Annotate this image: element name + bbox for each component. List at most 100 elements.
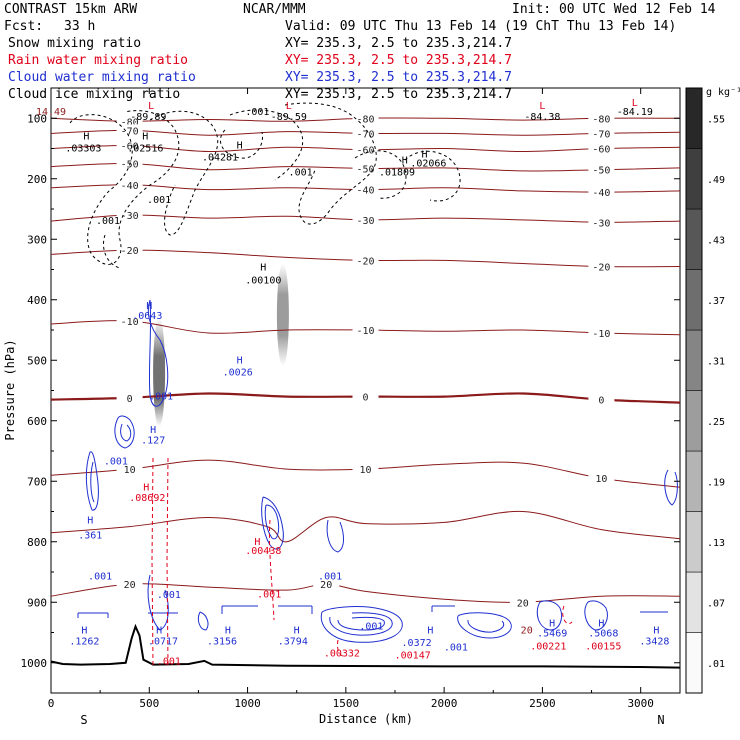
y-tick-label: 200 <box>27 173 47 186</box>
temperature-label: -30 <box>356 216 374 227</box>
temperature-label-bg <box>588 186 615 198</box>
field-label: .1262 <box>69 637 99 648</box>
snow-shading <box>153 263 289 427</box>
temperature-label: -70 <box>356 129 374 140</box>
cloud-water-contour <box>221 605 258 614</box>
temperature-label-bg <box>588 163 615 175</box>
field-label: H <box>146 301 152 312</box>
field-label: .0643 <box>132 311 162 322</box>
snow-contour <box>404 150 461 202</box>
temperature-label-bg <box>116 244 143 256</box>
field-label: .001 <box>257 589 281 600</box>
temperature-label: 10 <box>359 465 371 476</box>
field-label: .00221 <box>530 641 566 652</box>
field-label: .5068 <box>588 629 618 640</box>
field-label: H <box>653 626 659 637</box>
field-label: .001 <box>359 622 383 633</box>
temperature-label: -20 <box>121 246 139 257</box>
field-label: 14.49 <box>36 107 66 118</box>
field-label: 20 <box>521 626 533 637</box>
colorbar-swatch <box>685 269 703 331</box>
field-label: H <box>549 619 555 630</box>
snow-contour <box>220 129 264 159</box>
temperature-label-bg <box>588 260 615 272</box>
field-label: H <box>143 482 149 493</box>
field-xy: XY= 235.3, 2.5 to 235.3,214.7 <box>285 87 512 102</box>
cloud-water-contour <box>85 451 99 511</box>
field-label: H <box>237 355 243 366</box>
rain-contour <box>562 605 573 624</box>
field-label: .3428 <box>639 637 669 648</box>
field-label: .001 <box>157 657 181 668</box>
cloud-water-contour <box>278 605 313 614</box>
temperature-label-bg <box>588 472 615 484</box>
colorbar-frame <box>685 87 703 694</box>
colorbar-swatch <box>685 148 703 210</box>
colorbar-label: .49 <box>707 175 725 186</box>
temperature-label: -80 <box>592 114 610 125</box>
colorbar-label: .25 <box>707 417 725 428</box>
cloud-water-contour <box>431 605 455 612</box>
colorbar: .01 .07 .13 .19 .25 .31 .37 .43 .49 .55 <box>685 87 725 694</box>
y-axis-label: Pressure (hPa) <box>3 339 17 440</box>
colorbar-swatch <box>685 511 703 573</box>
temperature-label-bg <box>588 112 615 124</box>
x-tick-label: 500 <box>139 697 159 710</box>
snow-contour <box>69 110 180 265</box>
rain-contour <box>337 639 347 657</box>
temperature-label-bg <box>352 324 379 335</box>
field-label: .361 <box>78 531 102 542</box>
cloud-water-contour <box>326 519 344 553</box>
temperature-label-bg <box>116 115 143 127</box>
field-xy: XY= 235.3, 2.5 to 235.3,214.7 <box>285 36 512 51</box>
field-label: H <box>598 619 604 630</box>
field-label: H <box>254 537 260 548</box>
field-label: .0717 <box>148 637 178 648</box>
plot-area: -80 -80 -80-70 -70 -70-60 -60 -60-50 -50 -50-40-… <box>51 102 680 669</box>
field-name: Cloud ice mixing ratio <box>8 87 180 102</box>
colorbar-swatch <box>685 450 703 512</box>
x-axis-label: Distance (km) <box>319 712 413 726</box>
colorbar-label: .19 <box>707 477 725 488</box>
snow-contour <box>354 150 407 199</box>
field-name: Rain water mixing ratio <box>8 53 188 68</box>
field-label: .3794 <box>278 637 308 648</box>
header: CONTRAST 15km ARW NCAR/MMM Init: 00 UTC … <box>4 2 716 102</box>
colorbar-label: .01 <box>707 659 725 670</box>
y-tick-label: 800 <box>27 536 47 549</box>
temperature-label: -30 <box>121 211 139 222</box>
temperature-label-bg <box>352 127 379 139</box>
colorbar-swatch <box>685 208 703 270</box>
field-label: .00438 <box>245 546 281 557</box>
temperature-label: -50 <box>356 165 374 176</box>
cloud-water-contour <box>457 612 512 639</box>
field-label: .00332 <box>324 649 360 660</box>
field-label: .001 <box>104 456 128 467</box>
field-label: H <box>427 626 433 637</box>
temperature-label-bg <box>116 578 143 590</box>
temperature-label-bg <box>352 463 379 475</box>
field-label: .001 <box>147 195 171 206</box>
cloud-water-contour <box>337 616 385 631</box>
temperature-label-bg <box>313 578 340 590</box>
temperature-contour <box>51 583 680 603</box>
temperature-label: -60 <box>592 145 610 156</box>
y-tick-label: 500 <box>27 354 47 367</box>
field-label: .001 <box>149 392 173 403</box>
temperature-label: 0 <box>598 396 604 407</box>
x-tick-label: 0 <box>48 697 55 710</box>
field-label: H <box>237 141 243 152</box>
x-tick-label: 1000 <box>234 697 261 710</box>
field-label: .01809 <box>379 168 415 179</box>
field-label: L <box>632 98 638 109</box>
cloud-water-contour <box>467 619 505 633</box>
field-label: .00100 <box>245 275 281 286</box>
temperature-label: -20 <box>356 256 374 267</box>
temperature-label: -40 <box>592 188 610 199</box>
temperature-contours: -80 -80 -80-70 -70 -70-60 -60 -60-50 -50 -50-40-… <box>51 112 680 669</box>
temperature-label: -80 <box>356 114 374 125</box>
south-label: S <box>80 713 87 727</box>
field-label: .001 <box>289 168 313 179</box>
temperature-label-bg <box>116 124 143 136</box>
